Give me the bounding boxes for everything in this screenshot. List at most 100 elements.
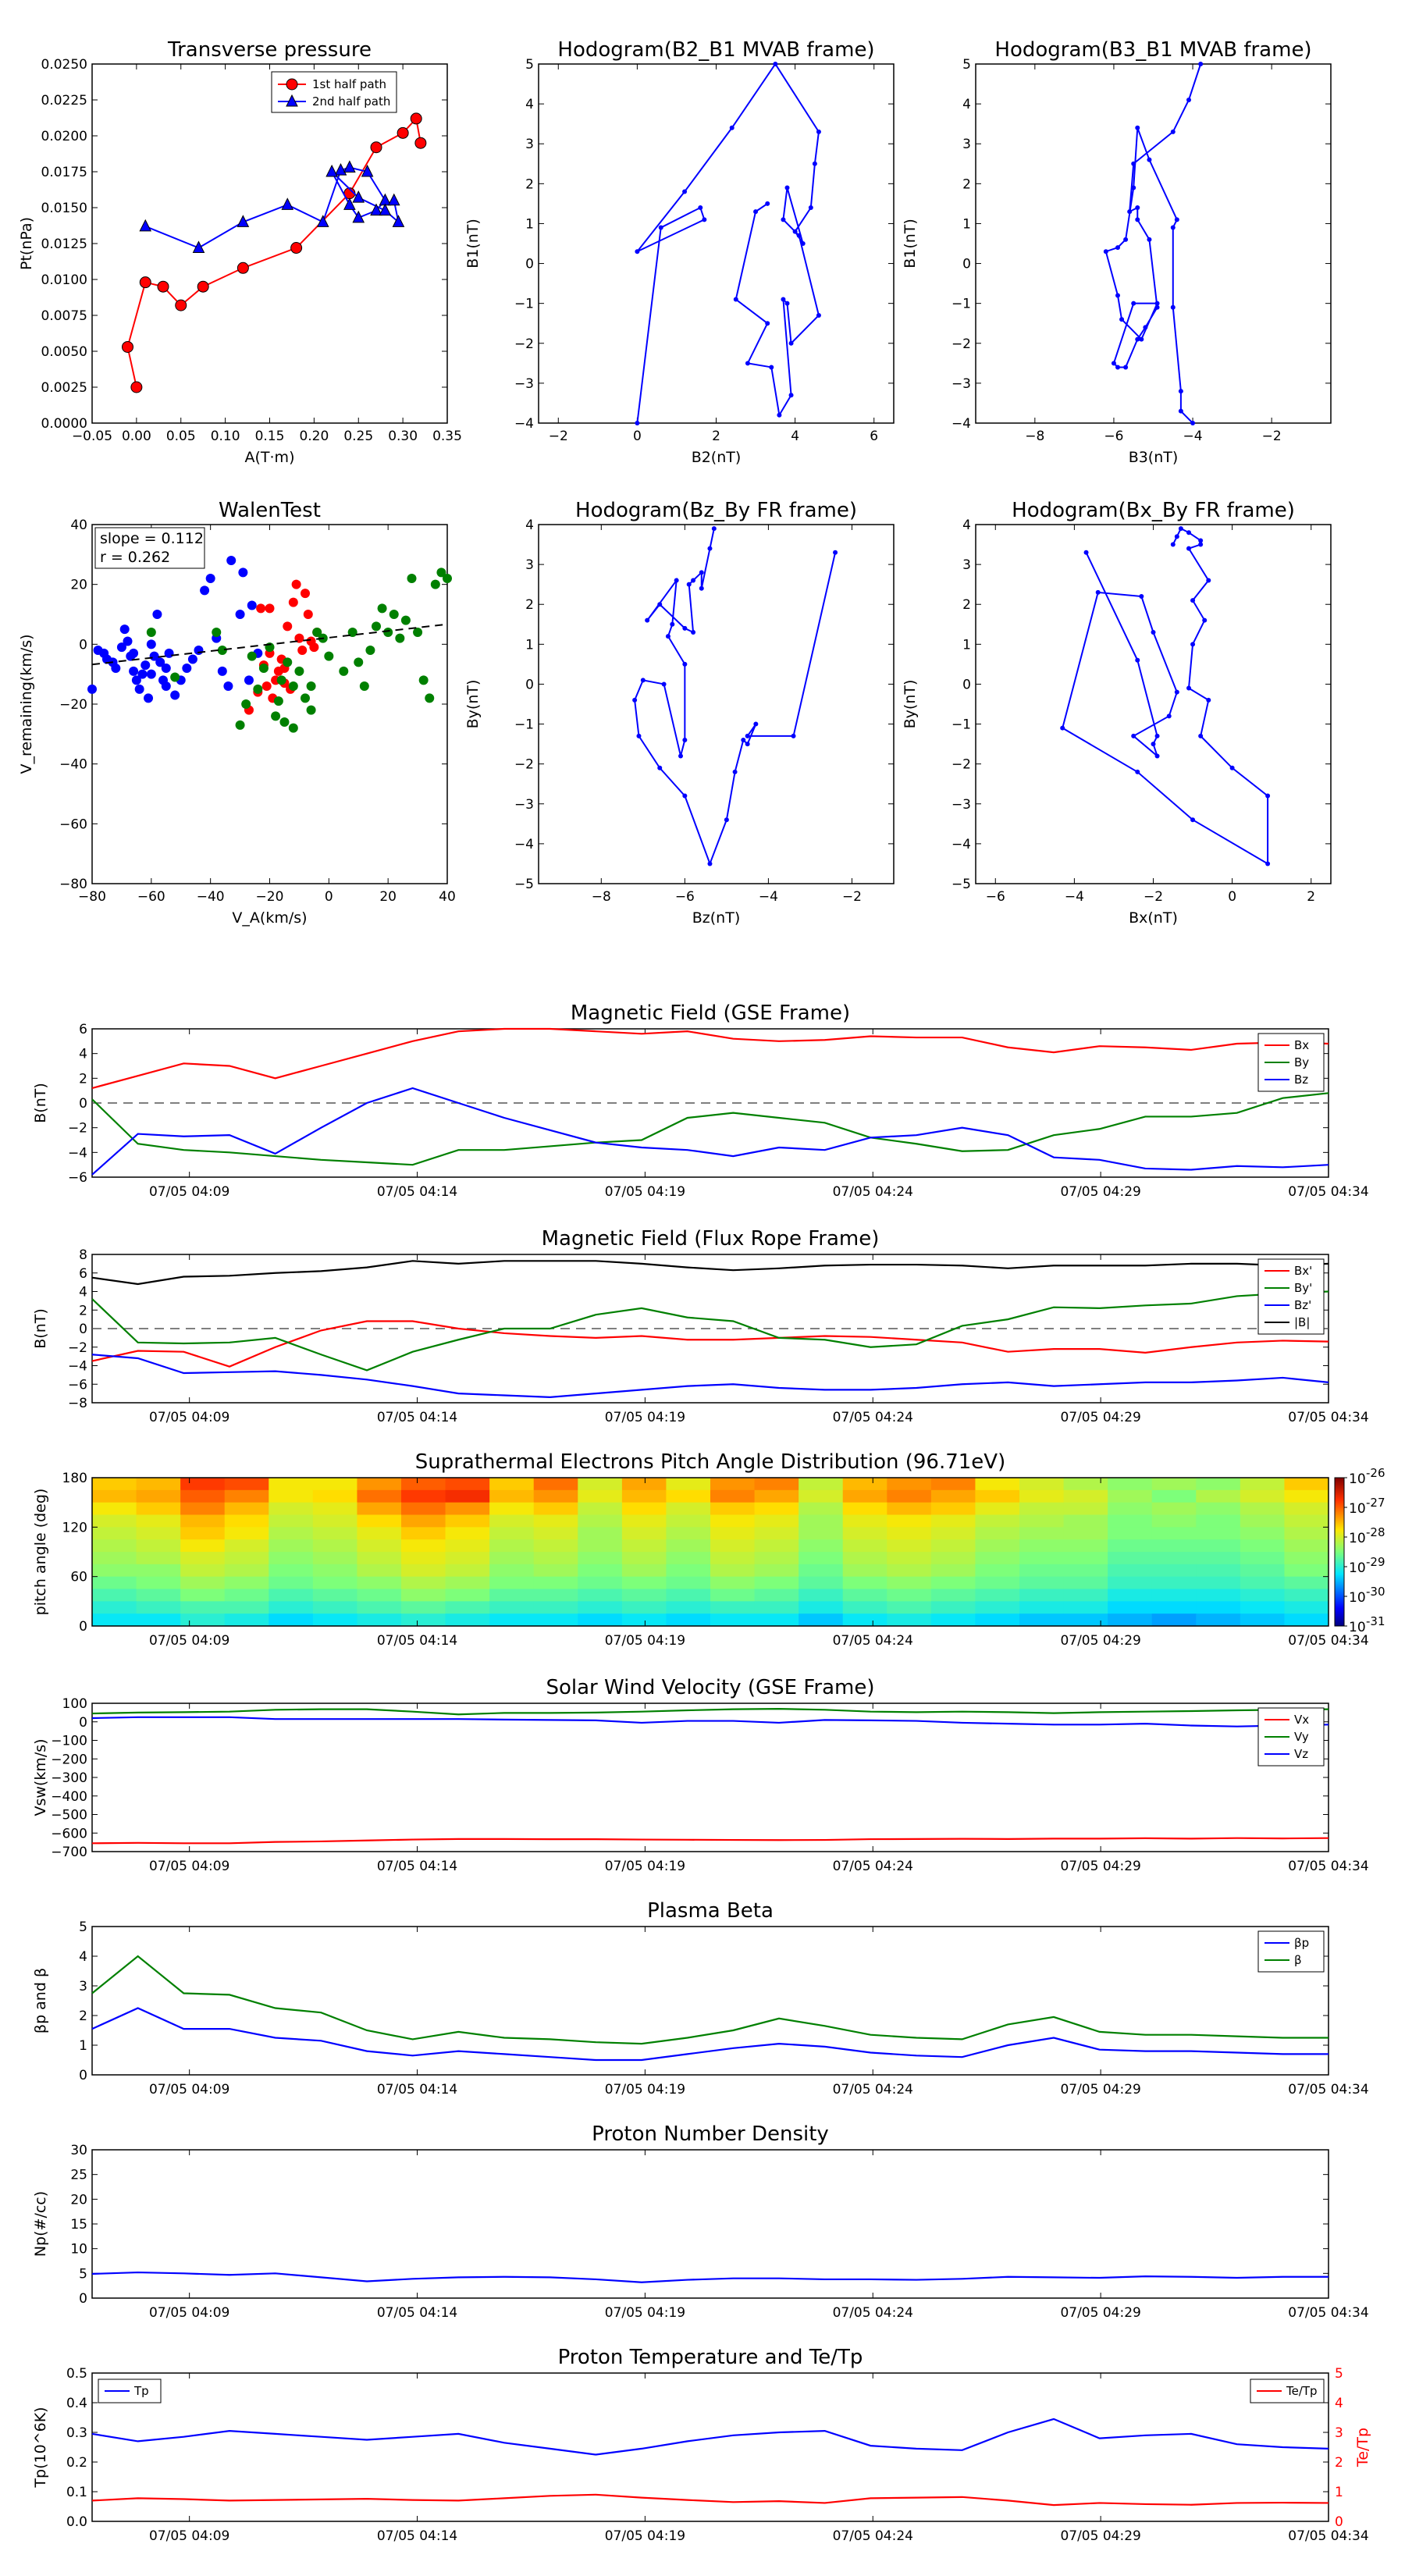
- legend-label: Bz: [1294, 1073, 1308, 1087]
- data-point: [753, 721, 759, 727]
- data-point: [1198, 538, 1204, 543]
- data-point: [632, 697, 638, 703]
- x-tick-label: 07/05 04:24: [833, 2082, 913, 2097]
- heatmap-cell: [754, 1614, 799, 1627]
- y-tick-label: 0.3: [66, 2425, 87, 2441]
- heatmap-cell: [445, 1502, 490, 1515]
- heatmap-cell: [180, 1502, 226, 1515]
- heatmap-cell: [578, 1502, 623, 1515]
- x-tick-label: 07/05 04:14: [377, 1410, 457, 1425]
- heatmap-cell: [975, 1601, 1020, 1614]
- heatmap-cell: [401, 1502, 446, 1515]
- heatmap-cell: [489, 1514, 535, 1528]
- heatmap-cell: [312, 1489, 357, 1503]
- heatmap-cell: [445, 1527, 490, 1540]
- heatmap-cell: [842, 1514, 887, 1528]
- y-tick-label: 2: [79, 2008, 87, 2024]
- data-point: [784, 185, 790, 190]
- heatmap-cell: [754, 1564, 799, 1578]
- y-tick-label: 60: [70, 1570, 87, 1585]
- data-point: [661, 681, 667, 687]
- heatmap-cell: [445, 1601, 490, 1614]
- scatter-point-green: [359, 681, 369, 691]
- x-tick-label: 07/05 04:09: [149, 1410, 229, 1425]
- scatter-point-green: [407, 574, 417, 583]
- y-tick-label: 3: [79, 1979, 87, 1994]
- scatter-point-blue: [137, 669, 148, 679]
- y-tick-label: −2: [951, 757, 971, 773]
- heatmap-cell: [533, 1576, 578, 1589]
- heatmap-cell: [224, 1589, 269, 1602]
- data-point: [745, 742, 750, 747]
- y-tick-label: 1: [962, 637, 971, 653]
- heatmap-cell: [1240, 1552, 1285, 1565]
- heatmap-cell: [887, 1601, 932, 1614]
- heatmap-cell: [621, 1478, 667, 1491]
- chart-title: Hodogram(B2_B1 MVAB frame): [557, 38, 874, 62]
- heatmap-cell: [710, 1576, 756, 1589]
- y-tick-label: 20: [70, 2192, 87, 2208]
- data-point: [702, 217, 707, 222]
- heatmap-cell: [312, 1502, 357, 1515]
- heatmap-cell: [710, 1589, 756, 1602]
- y-tick-label: 4: [79, 1949, 87, 1965]
- chart-pad: 0 60 120 180 Suprathermal Electrons Pitch An…: [32, 1450, 1385, 1649]
- heatmap-cell: [930, 1527, 976, 1540]
- heatmap-cell: [1196, 1601, 1241, 1614]
- heatmap-cell: [312, 1514, 357, 1528]
- heatmap-cell: [754, 1539, 799, 1553]
- data-point: [192, 240, 205, 254]
- heatmap-cell: [180, 1576, 226, 1589]
- x-tick-label: 07/05 04:34: [1288, 1859, 1368, 1874]
- y-axis-label: V_remaining(km/s): [18, 634, 35, 774]
- x-tick-label: 07/05 04:24: [833, 1859, 913, 1874]
- heatmap-cell: [401, 1527, 446, 1540]
- heatmap-cell: [975, 1539, 1020, 1553]
- heatmap-cell: [1240, 1514, 1285, 1528]
- heatmap-cell: [1240, 1601, 1285, 1614]
- heatmap-cell: [269, 1527, 314, 1540]
- series-line-hodogram: [636, 62, 820, 424]
- series-line-Bz': [91, 1354, 1329, 1398]
- data-point: [410, 112, 422, 125]
- heatmap-cell: [489, 1478, 535, 1491]
- scatter-point-green: [294, 666, 304, 676]
- heatmap-cell: [1151, 1564, 1197, 1578]
- heatmap-cell: [887, 1614, 932, 1627]
- chart-title: Magnetic Field (GSE Frame): [571, 1002, 850, 1025]
- y-tick-label: 3: [962, 137, 971, 152]
- colorbar-label-exp: -31: [1366, 1614, 1385, 1628]
- legend-label: Bx': [1294, 1264, 1312, 1278]
- heatmap-cell: [710, 1552, 756, 1565]
- y-tick-label: −300: [51, 1770, 87, 1786]
- heatmap-cell: [533, 1614, 578, 1627]
- y-tick-label: 2: [525, 176, 534, 192]
- x-tick-label: 07/05 04:19: [605, 2305, 685, 2321]
- data-point: [1123, 237, 1129, 242]
- x-tick-label: −8: [1025, 429, 1044, 444]
- y-tick-label: −1: [951, 297, 971, 312]
- legend-label: βp: [1294, 1936, 1309, 1950]
- data-point: [636, 733, 642, 738]
- y-tick-label: 4: [79, 1047, 87, 1062]
- heatmap-cell: [224, 1502, 269, 1515]
- series-line-Te/Tp: [91, 2493, 1329, 2507]
- heatmap-cell: [930, 1564, 976, 1578]
- y-tick-label: 0.0000: [41, 416, 87, 432]
- heatmap-cell: [1108, 1552, 1153, 1565]
- x-axis-label: B3(nT): [1129, 449, 1179, 466]
- x-tick-label: 07/05 04:09: [149, 2528, 229, 2544]
- scatter-point-red: [288, 597, 298, 607]
- heatmap-cell: [312, 1527, 357, 1540]
- data-point: [791, 733, 796, 738]
- data-point: [833, 550, 838, 555]
- heatmap-cell: [312, 1564, 357, 1578]
- y-tick-label: −2: [514, 336, 534, 352]
- heatmap-cell: [224, 1564, 269, 1578]
- heatmap-cell: [799, 1614, 844, 1627]
- scatter-point-blue: [149, 651, 159, 661]
- heatmap-cell: [180, 1614, 226, 1627]
- data-point: [1174, 689, 1179, 695]
- heatmap-cell: [269, 1539, 314, 1553]
- heatmap-cell: [1019, 1552, 1065, 1565]
